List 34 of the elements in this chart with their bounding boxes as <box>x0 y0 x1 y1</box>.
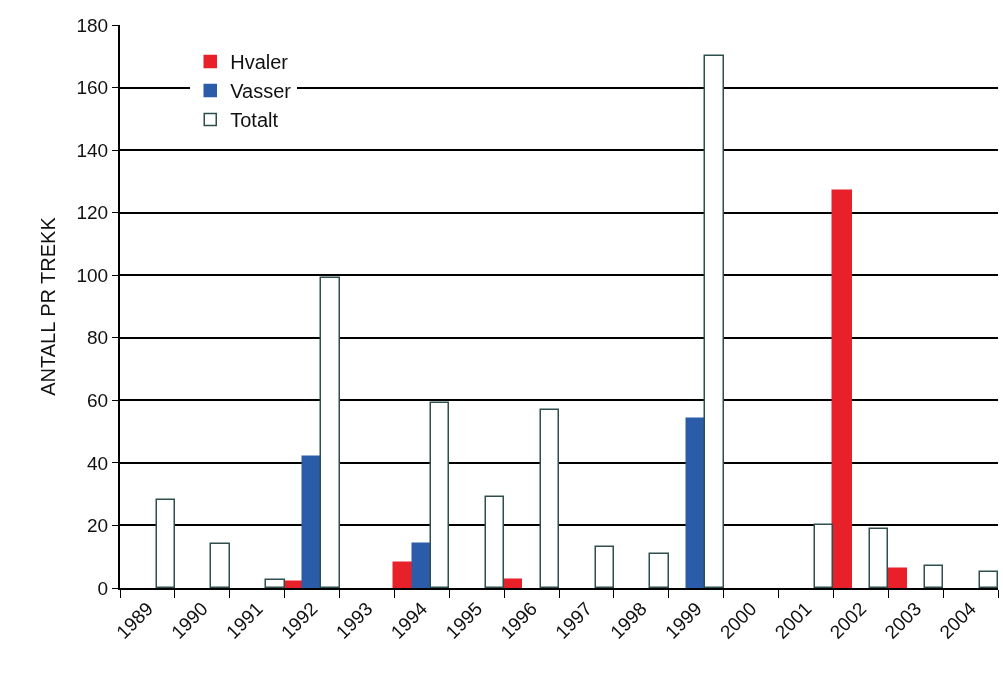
bar <box>923 564 943 588</box>
y-tick-label: 80 <box>87 327 109 349</box>
bar <box>648 552 669 588</box>
y-tick-label: 60 <box>87 389 109 411</box>
y-tick-label: 160 <box>76 77 109 99</box>
y-tick-label: 20 <box>87 515 109 537</box>
bar <box>539 408 559 588</box>
bar <box>392 561 413 588</box>
bar <box>685 417 705 588</box>
y-tick-label: 0 <box>97 577 109 599</box>
legend-label: Totalt <box>230 109 279 132</box>
bar <box>484 495 504 588</box>
bar <box>209 542 230 588</box>
bar <box>264 578 285 588</box>
bar <box>301 455 321 588</box>
bar <box>429 401 449 588</box>
bar <box>594 545 614 588</box>
y-tick-label: 180 <box>76 14 109 36</box>
bar <box>886 567 907 588</box>
y-tick-label: 140 <box>76 139 109 161</box>
legend-label: Vasser <box>230 80 292 103</box>
y-tick-label: 100 <box>76 264 109 286</box>
bar <box>703 54 724 588</box>
legend-label: Hvaler <box>230 51 289 74</box>
bar <box>978 570 998 588</box>
y-axis-title: ANTALL PR TREKK <box>37 216 60 396</box>
bar <box>813 523 833 588</box>
bar <box>831 189 852 588</box>
bar <box>319 276 340 588</box>
y-tick-label: 120 <box>76 202 109 224</box>
bar <box>411 542 431 588</box>
bar <box>868 527 888 588</box>
y-tick-label: 40 <box>87 452 109 474</box>
bar <box>155 498 175 588</box>
